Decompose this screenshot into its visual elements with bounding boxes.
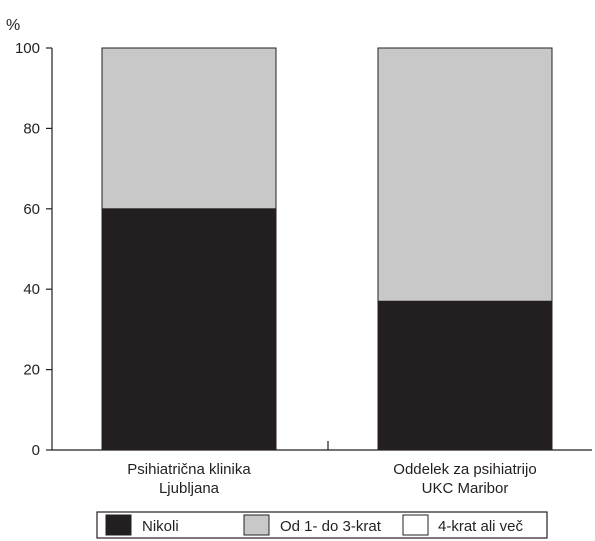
y-tick-label: 0 — [32, 442, 40, 459]
y-tick-label: 80 — [23, 120, 40, 137]
bar-segment — [377, 300, 553, 451]
y-axis: 0 20 40 60 80 100 — [15, 40, 53, 459]
legend-box — [96, 511, 548, 539]
legend-swatch — [105, 514, 132, 536]
legend: Nikoli Od 1- do 3-krat 4-krat ali več — [96, 511, 548, 539]
x-category-label: Ljubljana — [159, 480, 220, 497]
x-category-label: Oddelek za psihiatrijo — [393, 461, 536, 478]
y-tick-label: 60 — [23, 201, 40, 218]
y-tick-label: 100 — [15, 40, 40, 57]
y-tick-label: 20 — [23, 362, 40, 379]
x-axis-category-labels: Psihiatrična klinika Ljubljana Oddelek za … — [127, 461, 536, 497]
legend-swatch — [402, 514, 429, 536]
bar-segment — [377, 47, 553, 302]
legend-label: 4-krat ali več — [438, 518, 524, 535]
x-category-label: Psihiatrična klinika — [127, 461, 251, 478]
y-tick-label: 40 — [23, 281, 40, 298]
bars — [101, 47, 553, 451]
legend-swatch — [243, 514, 270, 536]
bar-segment — [101, 208, 277, 451]
y-axis-unit-label: % — [6, 17, 20, 34]
bar-segment — [101, 47, 277, 210]
x-category-label: UKC Maribor — [422, 480, 509, 497]
legend-label: Od 1- do 3-krat — [280, 518, 382, 535]
legend-label: Nikoli — [142, 518, 179, 535]
